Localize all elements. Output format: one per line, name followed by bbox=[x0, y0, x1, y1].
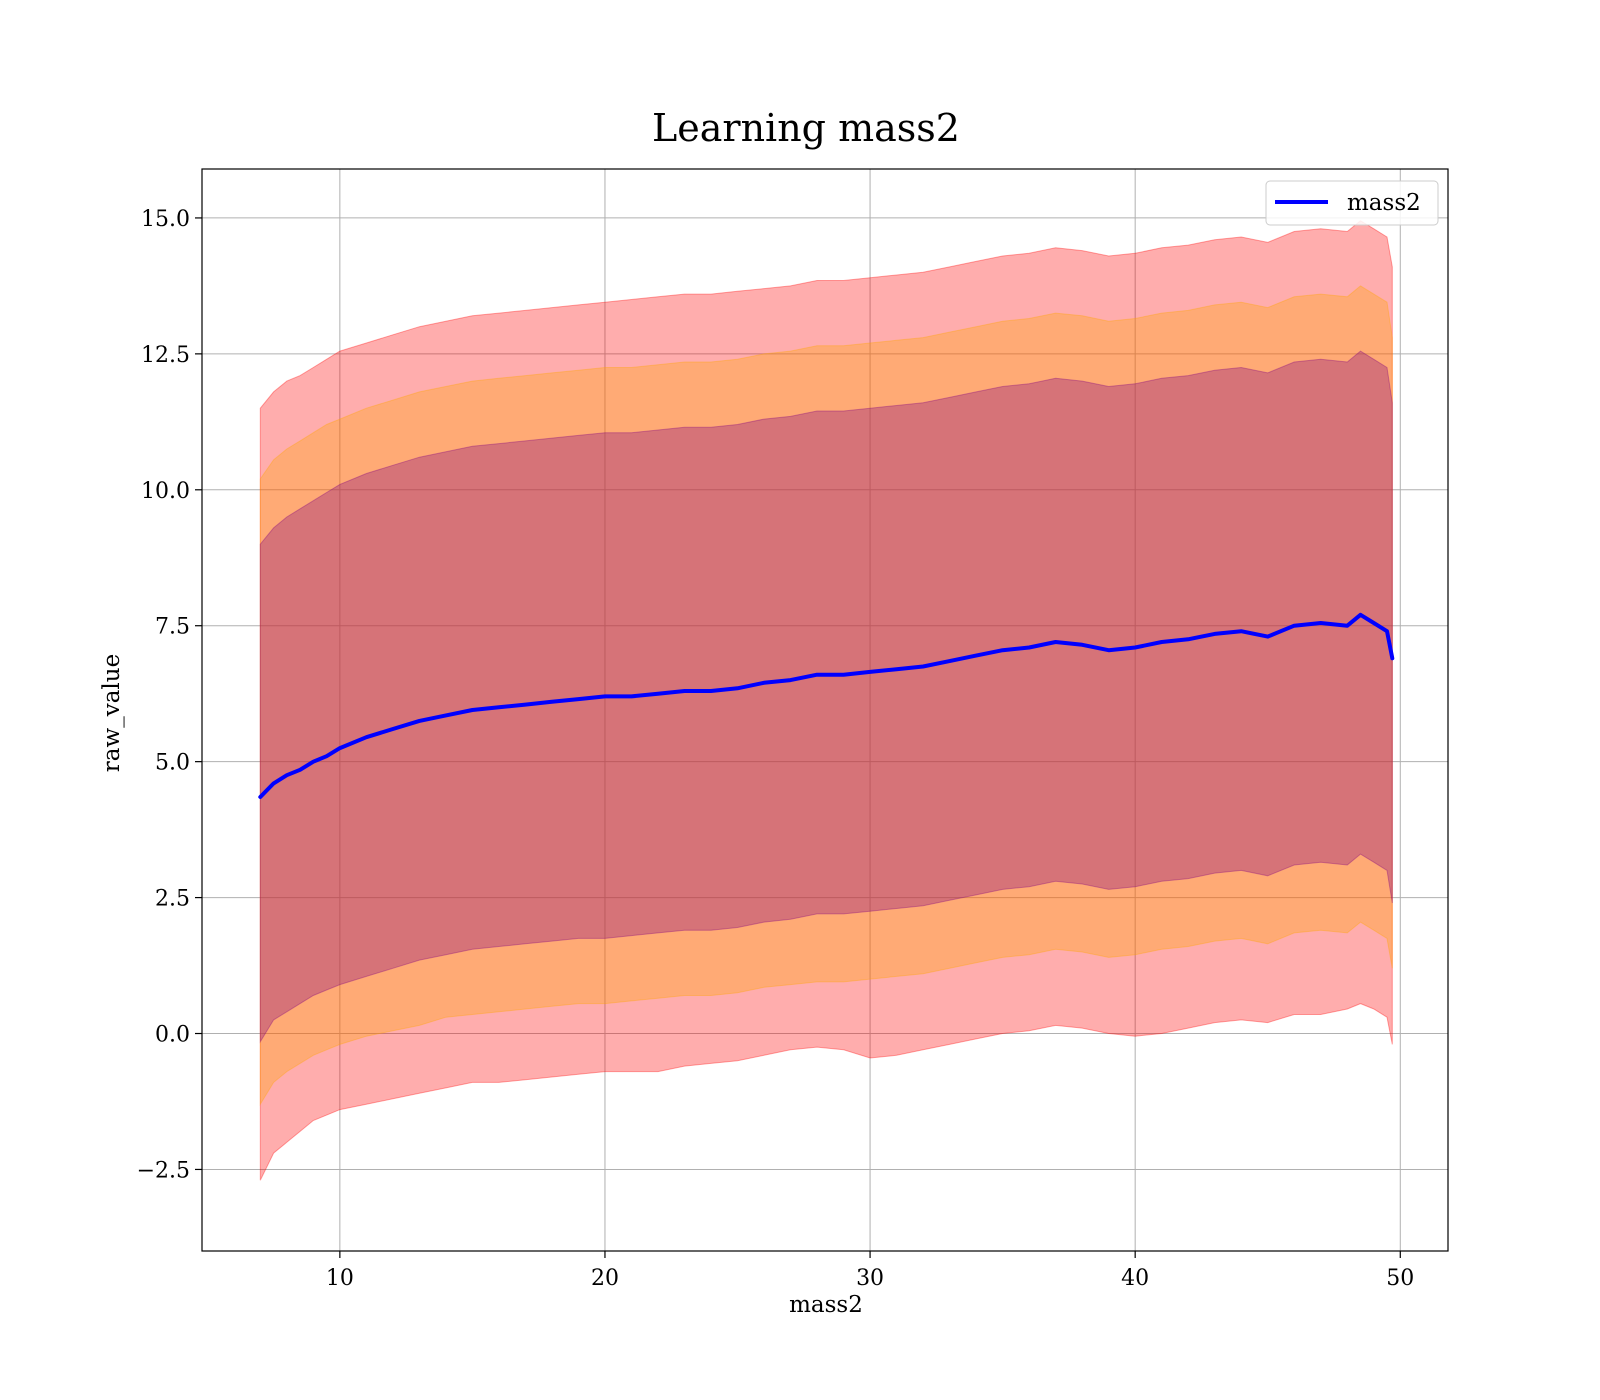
legend-frame bbox=[1265, 180, 1439, 226]
y-tick-label: 15.0 bbox=[141, 207, 190, 232]
y-axis-title: raw_value bbox=[99, 654, 125, 772]
grid-layer bbox=[202, 169, 1448, 1251]
x-tick-label: 50 bbox=[1386, 1266, 1414, 1291]
x-tick-label: 10 bbox=[326, 1266, 354, 1291]
y-tick-label: −2.5 bbox=[137, 1158, 190, 1183]
band-2sigma bbox=[259, 285, 1393, 1106]
band-layer bbox=[259, 220, 1393, 1181]
chart-title: Learning mass2 bbox=[652, 106, 960, 150]
y-tick-label: 0.0 bbox=[155, 1023, 190, 1048]
x-tick-label: 30 bbox=[856, 1266, 884, 1291]
y-tick-label: 2.5 bbox=[155, 887, 190, 912]
x-tick-label: 20 bbox=[591, 1266, 619, 1291]
band-3sigma bbox=[259, 220, 1393, 1181]
legend: mass2 bbox=[1265, 180, 1439, 226]
ticks-layer: 10 20 30 40 50 −2.5 0.0 2.5 5.0 7.5 10.0 12.5 15.0 bbox=[137, 207, 1415, 1291]
y-tick-label: 5.0 bbox=[155, 751, 190, 776]
y-tick-label: 7.5 bbox=[155, 615, 190, 640]
x-axis-title: mass2 bbox=[789, 1292, 863, 1318]
series-line-mass2 bbox=[258, 612, 1395, 799]
line-layer bbox=[258, 612, 1395, 799]
plot-area-frame bbox=[201, 168, 1449, 1252]
legend-label-mass2: mass2 bbox=[1347, 190, 1421, 216]
band-1sigma bbox=[259, 350, 1393, 1044]
y-tick-label: 12.5 bbox=[141, 343, 190, 368]
y-tick-label: 10.0 bbox=[141, 479, 190, 504]
x-tick-label: 40 bbox=[1121, 1266, 1149, 1291]
axes-layer bbox=[201, 168, 1449, 1252]
